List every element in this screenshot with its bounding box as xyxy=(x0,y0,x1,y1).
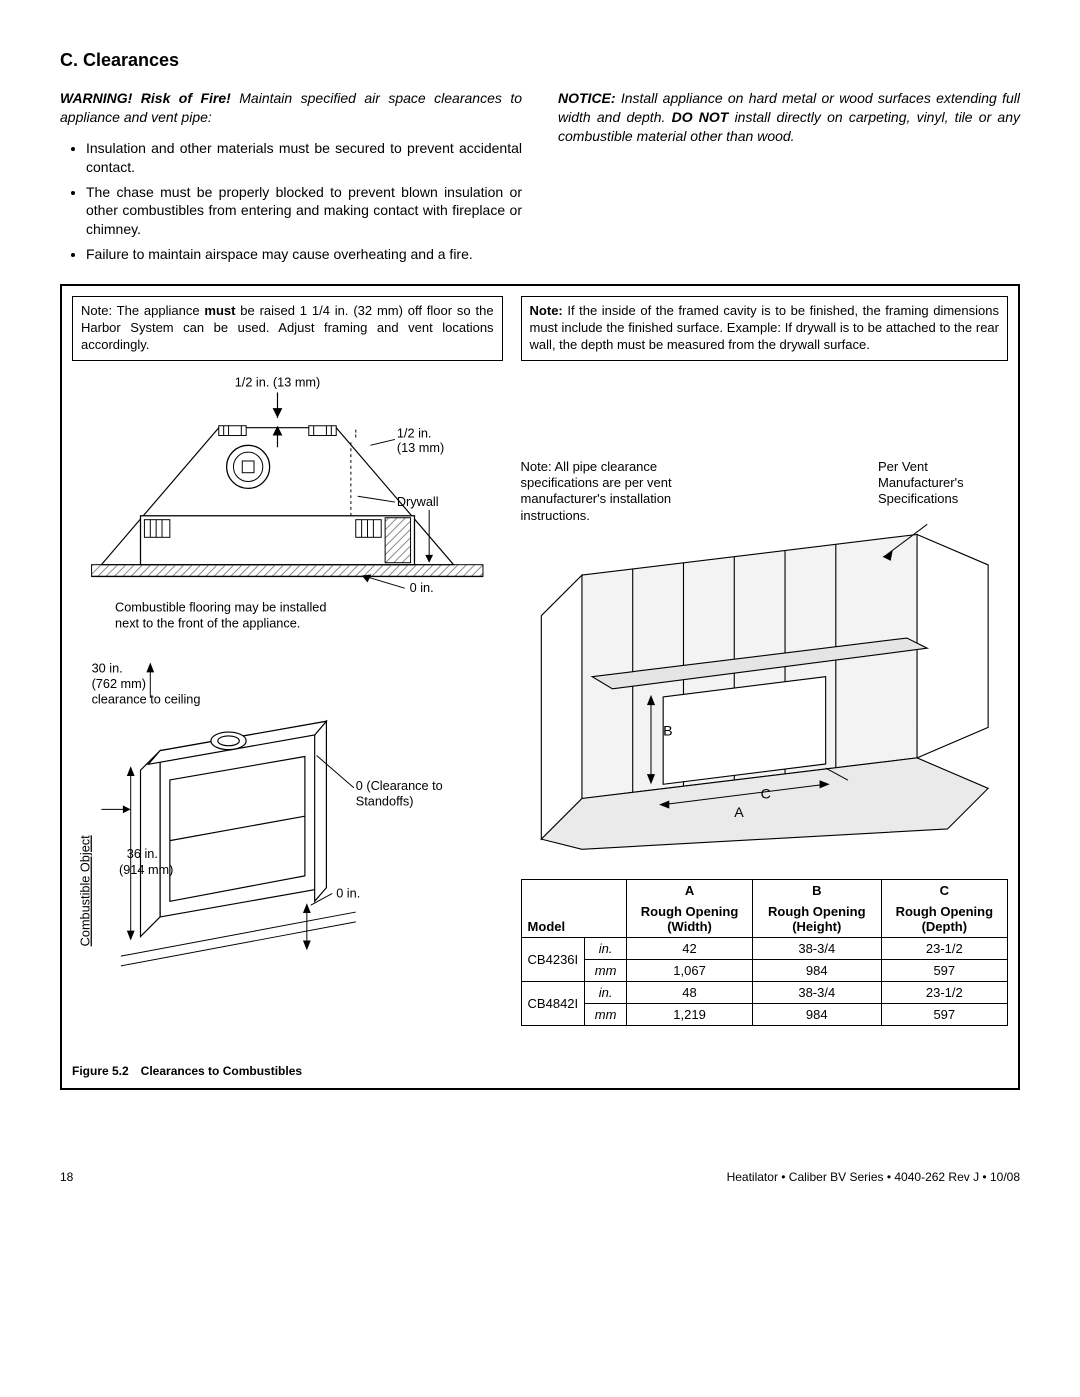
table-row: CB4842I in. 48 38-3/4 23-1/2 xyxy=(521,982,1007,1004)
footer-line: Heatilator • Caliber BV Series • 4040-26… xyxy=(727,1170,1020,1184)
section-title: C. Clearances xyxy=(60,50,1020,71)
drywall-label: Drywall xyxy=(397,494,439,509)
standoffs-a: 0 (Clearance to xyxy=(356,778,443,793)
note-left-must: must xyxy=(204,303,235,318)
clearance-front-diagram: 1/2 in. (13 mm) xyxy=(72,369,503,1054)
dim-c-label: C xyxy=(760,786,770,802)
side-dim-a: 1/2 in. xyxy=(397,425,432,440)
pipe-note-b: specifications are per vent xyxy=(521,475,870,491)
warning-text: WARNING! Risk of Fire! Maintain specifie… xyxy=(60,89,522,127)
per-vent-b: Manufacturer's xyxy=(878,475,1008,491)
combustible-object-label: Combustible Object xyxy=(78,835,93,946)
page: C. Clearances WARNING! Risk of Fire! Mai… xyxy=(0,0,1080,1224)
th-c: Rough Opening (Depth) xyxy=(881,901,1007,938)
th-b-top: B xyxy=(752,880,881,902)
val-cell: 38-3/4 xyxy=(752,938,881,960)
unit-cell: mm xyxy=(585,1004,627,1026)
flooring-note-a: Combustible flooring may be installed xyxy=(115,599,326,614)
val-cell: 984 xyxy=(752,960,881,982)
left-column: WARNING! Risk of Fire! Maintain specifie… xyxy=(60,89,522,270)
page-footer: 18 Heatilator • Caliber BV Series • 4040… xyxy=(60,1170,1020,1184)
model-cell: CB4842I xyxy=(521,982,585,1026)
val-cell: 48 xyxy=(627,982,753,1004)
notice-lead: NOTICE: xyxy=(558,90,616,106)
left-diagrams: 1/2 in. (13 mm) xyxy=(72,369,503,1054)
height-a: 36 in. xyxy=(127,846,158,861)
th-b: Rough Opening (Height) xyxy=(752,901,881,938)
top-dim-label: 1/2 in. (13 mm) xyxy=(235,374,321,389)
per-vent-a: Per Vent xyxy=(878,459,1008,475)
th-a-top: A xyxy=(627,880,753,902)
figure-caption: Figure 5.2 Clearances to Combustibles xyxy=(72,1064,1008,1078)
intro-columns: WARNING! Risk of Fire! Maintain specifie… xyxy=(60,89,1020,270)
dim-b-label: B xyxy=(663,723,672,739)
val-cell: 984 xyxy=(752,1004,881,1026)
note-right-body: If the inside of the framed cavity is to… xyxy=(530,303,999,352)
height-b: (914 mm) xyxy=(119,862,173,877)
note-box-right: Note: If the inside of the framed cavity… xyxy=(521,296,1008,361)
table-row: mm 1,219 984 597 xyxy=(521,1004,1007,1026)
pipe-note-a: Note: All pipe clearance xyxy=(521,459,870,475)
unit-cell: mm xyxy=(585,960,627,982)
diagrams-row: 1/2 in. (13 mm) xyxy=(72,369,1008,1054)
note-left-pre: Note: The appliance xyxy=(81,303,204,318)
standoffs-b: Standoffs) xyxy=(356,793,414,808)
ceiling-c: clearance to ceiling xyxy=(92,691,201,706)
model-cell: CB4236I xyxy=(521,938,585,982)
notes-row: Note: The appliance must be raised 1 1/4… xyxy=(72,296,1008,361)
ceiling-a: 30 in. xyxy=(92,660,123,675)
val-cell: 42 xyxy=(627,938,753,960)
right-diagrams: Note: All pipe clearance specifications … xyxy=(521,369,1008,1054)
val-cell: 1,219 xyxy=(627,1004,753,1026)
table-row: mm 1,067 984 597 xyxy=(521,960,1007,982)
notice-donot: DO NOT xyxy=(672,109,729,125)
page-number: 18 xyxy=(60,1170,73,1184)
val-cell: 597 xyxy=(881,1004,1007,1026)
zero-in-label: 0 in. xyxy=(410,580,434,595)
val-cell: 23-1/2 xyxy=(881,982,1007,1004)
side-dim-b: (13 mm) xyxy=(397,440,444,455)
bullet-item: The chase must be properly blocked to pr… xyxy=(86,183,522,240)
warning-lead: WARNING! Risk of Fire! xyxy=(60,90,231,106)
bullet-item: Insulation and other materials must be s… xyxy=(86,139,522,177)
val-cell: 597 xyxy=(881,960,1007,982)
unit-cell: in. xyxy=(585,938,627,960)
notice-text: NOTICE: Install appliance on hard metal … xyxy=(558,89,1020,146)
table-row: CB4236I in. 42 38-3/4 23-1/2 xyxy=(521,938,1007,960)
val-cell: 23-1/2 xyxy=(881,938,1007,960)
note-box-left: Note: The appliance must be raised 1 1/4… xyxy=(72,296,503,361)
th-c-top: C xyxy=(881,880,1007,902)
note-right-pre: Note: xyxy=(530,303,568,318)
th-model: Model xyxy=(521,880,627,938)
dim-a-label: A xyxy=(734,805,744,821)
figure-box: Note: The appliance must be raised 1 1/4… xyxy=(60,284,1020,1090)
flooring-note-b: next to the front of the appliance. xyxy=(115,615,300,630)
bullet-list: Insulation and other materials must be s… xyxy=(60,139,522,264)
th-a: Rough Opening (Width) xyxy=(627,901,753,938)
unit-cell: in. xyxy=(585,982,627,1004)
ceiling-b: (762 mm) xyxy=(92,676,146,691)
framing-iso-diagram: A B C xyxy=(521,504,1008,870)
right-column: NOTICE: Install appliance on hard metal … xyxy=(558,89,1020,270)
zero-in-iso: 0 in. xyxy=(336,885,360,900)
val-cell: 38-3/4 xyxy=(752,982,881,1004)
spec-table: Model A B C Rough Opening (Width) Rough … xyxy=(521,879,1008,1026)
bullet-item: Failure to maintain airspace may cause o… xyxy=(86,245,522,264)
val-cell: 1,067 xyxy=(627,960,753,982)
